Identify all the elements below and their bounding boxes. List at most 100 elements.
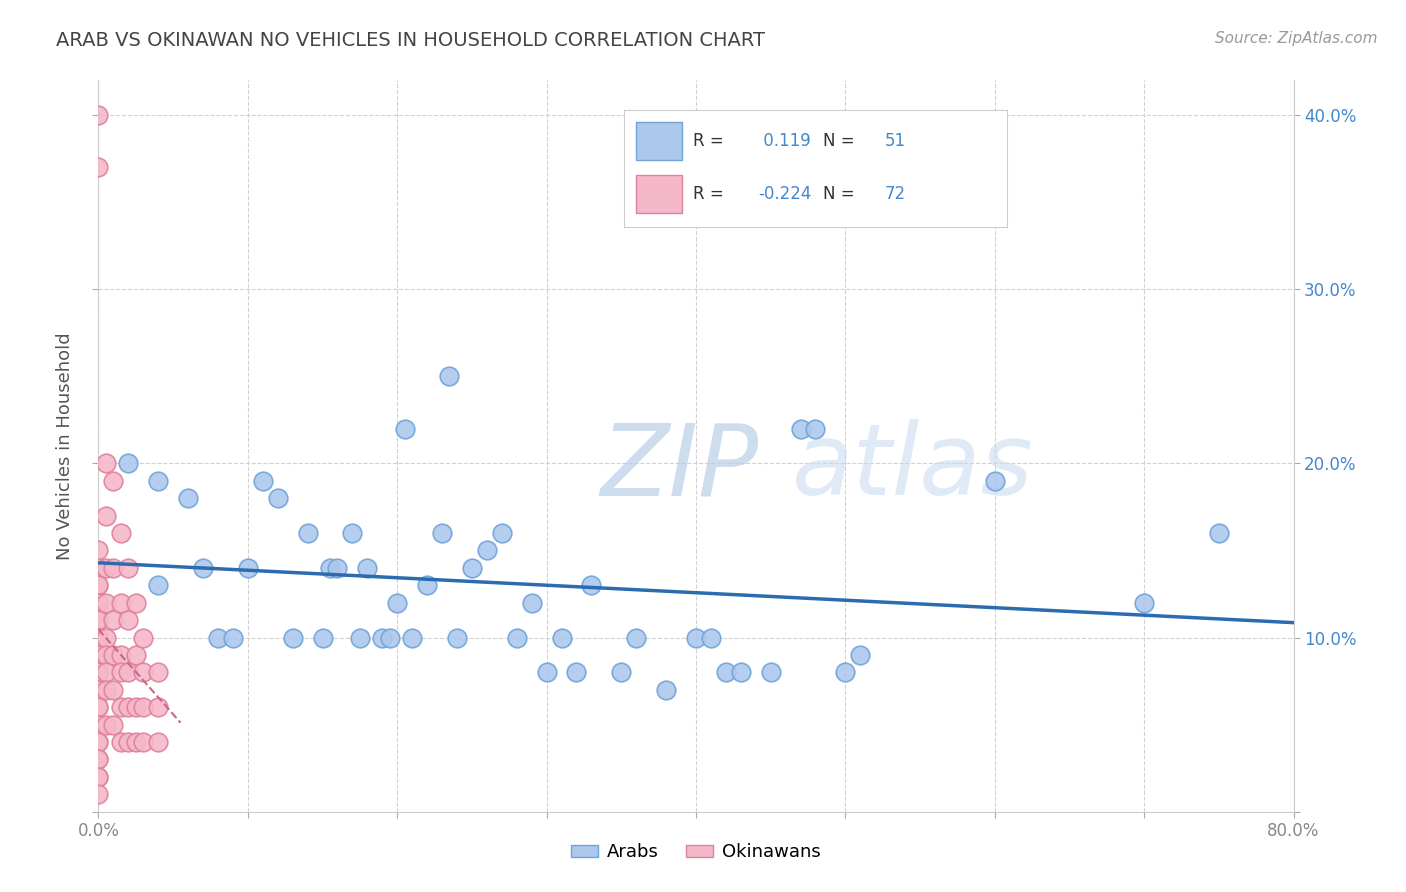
Point [110,648,132,662]
Point [125,735,148,749]
Point [1208,526,1230,541]
Point [87,161,110,175]
Point [125,596,148,610]
Text: ARAB VS OKINAWAN NO VEHICLES IN HOUSEHOLD CORRELATION CHART: ARAB VS OKINAWAN NO VEHICLES IN HOUSEHOL… [56,31,765,50]
Point [281,631,304,645]
Point [311,631,333,645]
Point [834,665,856,680]
Point [87,613,110,627]
Point [191,561,214,575]
Point [87,631,110,645]
Point [416,578,439,592]
Point [103,682,125,697]
Point [132,631,155,645]
Point [87,631,110,645]
Point [87,543,110,558]
Point [94,508,117,523]
Point [87,735,110,749]
Point [1133,596,1156,610]
Point [581,578,603,592]
Point [87,596,110,610]
Point [87,700,110,714]
Point [506,631,529,645]
Point [125,648,148,662]
Point [491,526,513,541]
Point [117,665,139,680]
Point [148,474,170,488]
Point [87,631,110,645]
Point [148,700,170,714]
Point [132,665,155,680]
Point [461,561,484,575]
Legend: Arabs, Okinawans: Arabs, Okinawans [564,836,828,869]
Point [326,561,349,575]
Point [789,421,811,435]
Text: ZIP: ZIP [600,419,759,516]
Point [132,735,155,749]
Point [87,752,110,766]
Point [87,613,110,627]
Point [87,578,110,592]
Point [103,717,125,731]
Point [87,578,110,592]
Point [87,596,110,610]
Point [401,631,423,645]
Point [94,631,117,645]
Point [177,491,200,506]
Point [94,457,117,471]
Point [626,631,648,645]
Point [103,561,125,575]
Point [110,735,132,749]
Text: Source: ZipAtlas.com: Source: ZipAtlas.com [1215,31,1378,46]
Point [700,631,723,645]
Point [148,665,170,680]
Point [371,631,394,645]
Point [87,596,110,610]
Point [222,631,245,645]
Point [439,369,461,384]
Point [103,474,125,488]
Point [759,665,782,680]
Point [87,682,110,697]
Point [103,648,125,662]
Point [520,596,543,610]
Point [87,648,110,662]
Point [110,526,132,541]
Point [87,700,110,714]
Point [87,108,110,122]
Point [430,526,453,541]
Point [117,457,139,471]
Point [87,717,110,731]
Point [125,700,148,714]
Point [446,631,468,645]
Point [148,735,170,749]
Point [565,665,588,680]
Point [252,474,274,488]
Point [117,700,139,714]
Point [94,717,117,731]
Point [87,665,110,680]
Point [87,631,110,645]
Point [356,561,378,575]
Point [87,561,110,575]
Point [394,421,416,435]
Point [94,561,117,575]
Point [87,596,110,610]
Point [132,700,155,714]
Point [267,491,290,506]
Point [87,665,110,680]
Point [94,648,117,662]
Point [385,596,409,610]
Point [550,631,572,645]
Point [117,561,139,575]
Point [87,717,110,731]
Point [110,665,132,680]
Point [475,543,498,558]
Point [378,631,401,645]
Point [87,770,110,784]
Point [685,631,707,645]
Point [117,735,139,749]
Point [87,665,110,680]
Point [148,578,170,592]
Point [117,613,139,627]
